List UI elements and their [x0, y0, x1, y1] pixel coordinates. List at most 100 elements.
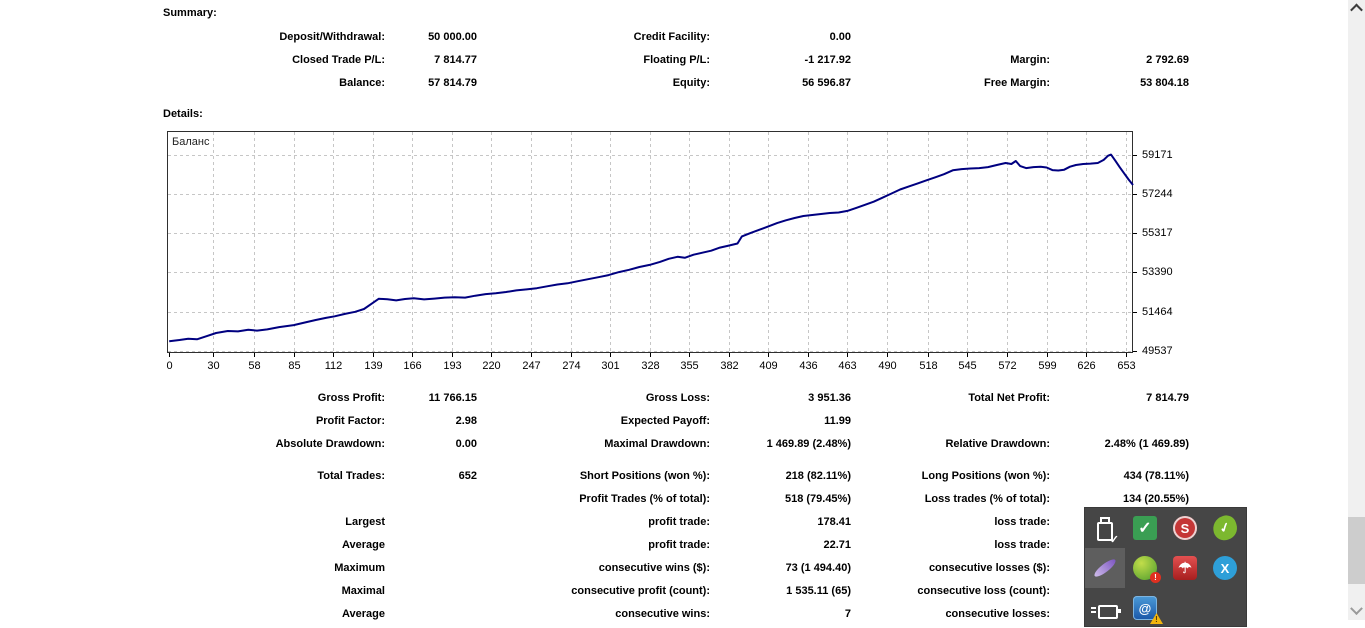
summary-table: Deposit/Withdrawal: 50 000.00 Credit Facil… [163, 26, 1189, 95]
blue-x-icon[interactable]: X [1205, 548, 1245, 588]
green-check-icon[interactable]: ✓ [1125, 508, 1165, 548]
y-axis-tick-label: 49537 [1142, 345, 1173, 357]
stat-label: loss trade: [994, 516, 1050, 528]
stat-value: 7 [844, 608, 851, 620]
stat-value: 53 804.18 [1140, 77, 1189, 89]
x-axis-tick-label: 112 [324, 360, 343, 372]
stat-label: Loss trades (% of total): [924, 493, 1050, 505]
stat-value: 218 (82.11%) [785, 470, 851, 482]
globe-alert-icon[interactable]: ! [1125, 548, 1165, 588]
y-axis-tick-label: 57244 [1142, 188, 1173, 200]
x-axis-tick-label: 653 [1117, 360, 1136, 372]
x-axis-tick-label: 572 [998, 360, 1017, 372]
green-leaf-check-icon[interactable]: ✓ [1205, 508, 1245, 548]
x-axis-tick-label: 139 [364, 360, 383, 372]
stat-label: Average [341, 608, 385, 620]
stat-label: consecutive losses ($): [928, 562, 1050, 574]
stat-label: consecutive wins ($): [598, 562, 710, 574]
stat-value: 518 (79.45%) [784, 493, 851, 505]
stat-label: Gross Loss: [645, 392, 710, 404]
y-axis-tick-label: 59171 [1142, 149, 1173, 161]
stat-value: 2.48% (1 469.89) [1104, 438, 1189, 450]
x-axis-tick-label: 166 [403, 360, 422, 372]
stat-value: 0.00 [455, 438, 477, 450]
chart-legend-balance: Баланс [172, 136, 210, 148]
x-axis-tick-label: 328 [641, 360, 660, 372]
stat-value: 3 951.36 [808, 392, 851, 404]
usb-drive-icon[interactable]: ✓ [1085, 508, 1125, 548]
stat-label: Maximal Drawdown: [604, 438, 710, 450]
red-s-badge-icon[interactable]: S [1165, 508, 1205, 548]
x-axis-tick-label: 220 [482, 360, 501, 372]
tray-overflow-popup: ✓ ✓ S ✓! ☂ X @! [1085, 508, 1246, 626]
purple-feather-icon-shape [1092, 556, 1118, 580]
balance-chart: Баланс 59171 57244 55317 53390 51464 49537 0 30… [166, 131, 1227, 381]
stat-value: 1 469.89 (2.48%) [766, 438, 851, 450]
stat-value [1050, 410, 1189, 433]
network-warning-icon[interactable]: @! [1125, 588, 1165, 628]
stat-value: 0.00 [829, 31, 851, 43]
details-title: Details: [163, 108, 203, 120]
x-axis-tick-label: 626 [1077, 360, 1096, 372]
stat-value: 1 535.11 (65) [786, 585, 851, 597]
scrollbar[interactable] [1348, 0, 1365, 620]
avira-umbrella-icon-glyph: ☂ [1178, 560, 1192, 577]
stat-value: 50 000.00 [428, 31, 477, 43]
avira-umbrella-icon-shape: ☂ [1173, 556, 1197, 580]
green-leaf-check-icon-shape: ✓ [1209, 512, 1241, 544]
stat-value: 652 [458, 470, 477, 482]
stat-label: loss trade: [994, 539, 1050, 551]
usb-drive-icon-glyph: ✓ [1109, 533, 1119, 546]
stat-label: Largest [345, 516, 385, 528]
y-axis-tick-label: 53390 [1142, 266, 1173, 278]
stat-value: 73 (1 494.40) [785, 562, 851, 574]
balance-curve [169, 153, 1134, 343]
stat-label: Expected Payoff: [620, 415, 710, 427]
stat-label: Average [341, 539, 385, 551]
network-warning-icon-glyph: @ [1138, 600, 1152, 616]
avira-umbrella-icon[interactable]: ☂ [1165, 548, 1205, 588]
stat-value [385, 580, 477, 603]
purple-feather-icon[interactable] [1085, 548, 1125, 588]
stat-label: consecutive profit (count): [571, 585, 710, 597]
blue-x-icon-shape: X [1213, 556, 1237, 580]
stat-value: -1 217.92 [804, 54, 851, 66]
stat-label: Short Positions (won %): [579, 470, 710, 482]
stat-label: Equity: [672, 77, 710, 89]
stat-label: Gross Profit: [317, 392, 385, 404]
results-table-top: Gross Profit: 11 766.15 Gross Loss: 3 951.3… [163, 387, 1189, 456]
x-axis-tick-label: 30 [207, 360, 220, 372]
x-axis-tick-label: 247 [522, 360, 541, 372]
scroll-down-button[interactable] [1348, 602, 1365, 620]
stat-label: Credit Facility: [633, 31, 710, 43]
x-axis-tick-label: 490 [878, 360, 897, 372]
network-warning-icon-shape: @! [1133, 596, 1163, 624]
stat-label: Balance: [339, 77, 385, 89]
x-axis-tick-label: 0 [166, 360, 173, 372]
x-axis-tick-label: 301 [601, 360, 620, 372]
stat-value [1050, 26, 1189, 49]
red-s-badge-icon-shape: S [1173, 516, 1197, 540]
tray-icon-grid: ✓ ✓ S ✓! ☂ X @! [1085, 508, 1246, 628]
x-axis-tick-label: 436 [799, 360, 818, 372]
x-axis-tick-label: 193 [443, 360, 462, 372]
stat-value: 7 814.79 [1146, 392, 1189, 404]
power-plug-icon[interactable] [1085, 588, 1125, 628]
stat-label: Long Positions (won %): [921, 470, 1050, 482]
x-axis-tick-label: 355 [680, 360, 699, 372]
stat-value [385, 557, 477, 580]
stat-label: Closed Trade P/L: [292, 54, 385, 66]
stat-value: 2.98 [455, 415, 477, 427]
chevron-up-icon [1350, 3, 1363, 17]
green-check-icon-shape: ✓ [1133, 516, 1157, 540]
stat-label: Floating P/L: [643, 54, 710, 66]
stat-label: Total Trades: [317, 470, 385, 482]
scroll-up-button[interactable] [1348, 0, 1365, 17]
stat-value: 56 596.87 [802, 77, 851, 89]
scrollbar-thumb[interactable] [1348, 517, 1365, 584]
chevron-down-icon [1350, 602, 1363, 616]
usb-drive-icon-shape: ✓ [1097, 516, 1119, 546]
stat-value: 134 (20.55%) [1122, 493, 1189, 505]
stat-value: 57 814.79 [428, 77, 477, 89]
x-axis-tick-label: 274 [562, 360, 581, 372]
